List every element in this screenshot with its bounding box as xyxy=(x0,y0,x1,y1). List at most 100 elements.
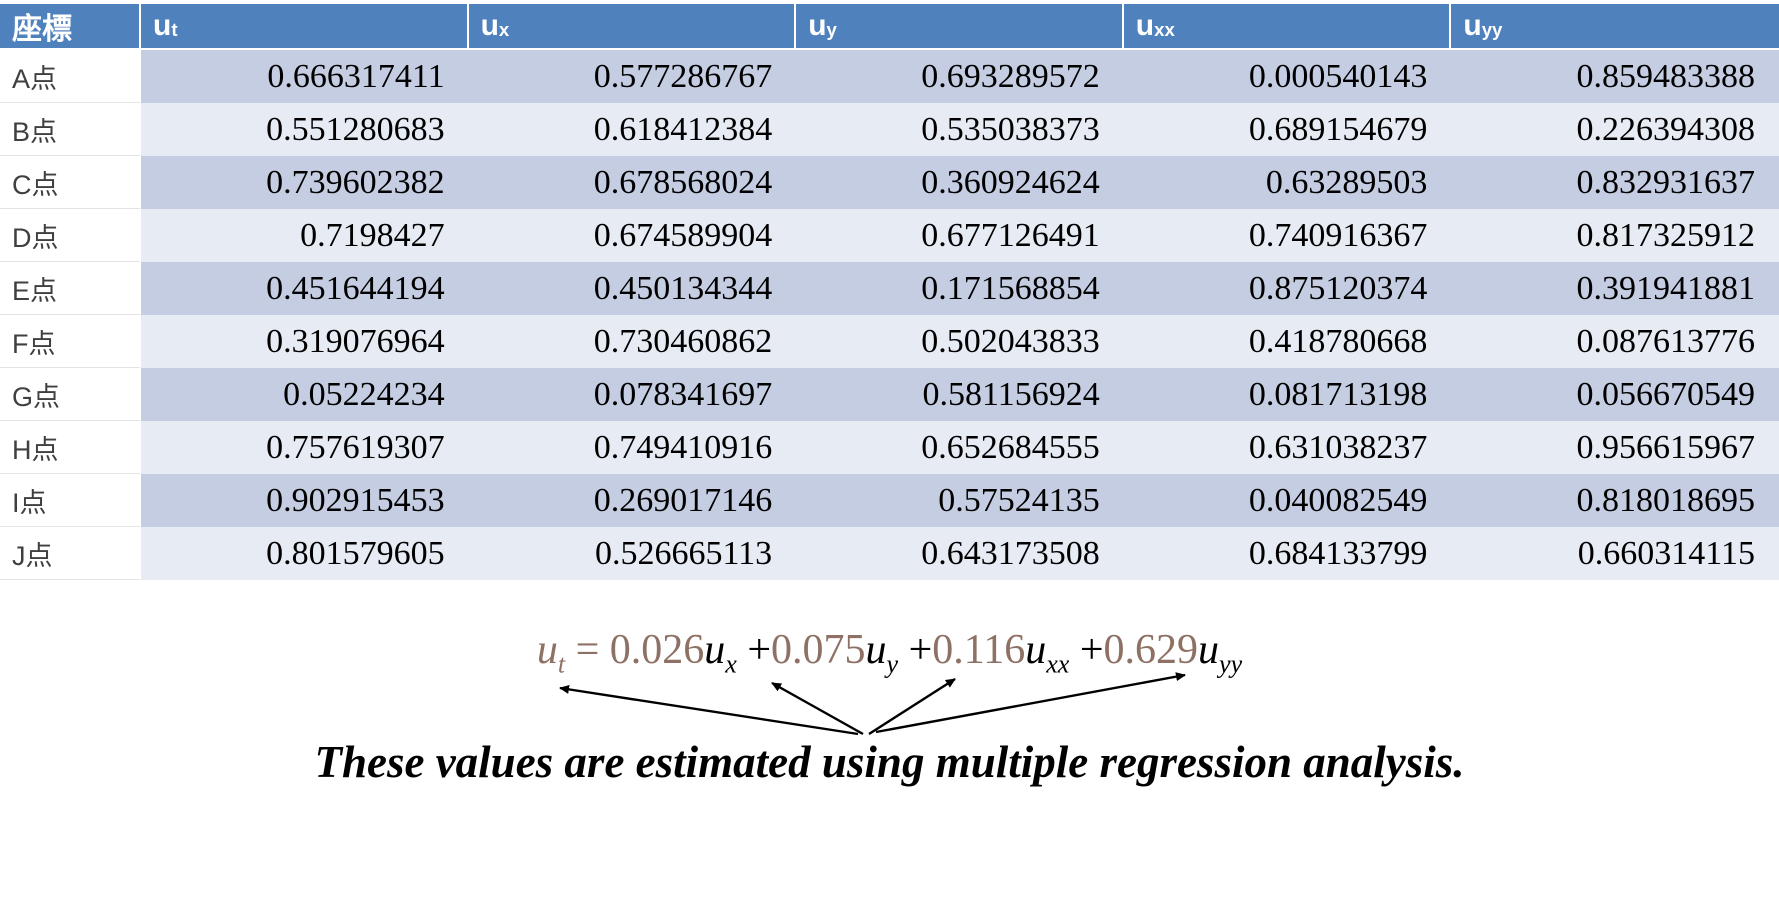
equation-token: 0.026 xyxy=(609,627,705,673)
table-cell: 0.05224234 xyxy=(141,368,469,421)
table-cell: 0.902915453 xyxy=(141,474,469,527)
table-row: D点 0.7198427 0.674589904 0.677126491 0.74091… xyxy=(0,209,1779,262)
table-cell: 0.502043833 xyxy=(796,315,1124,368)
table-cell: 0.749410916 xyxy=(468,421,797,474)
table-cell: 0.081713198 xyxy=(1123,368,1452,421)
table-cell: 0.666317411 xyxy=(141,50,469,103)
table-cell: 0.643173508 xyxy=(796,527,1124,580)
equation-token: + xyxy=(1069,627,1104,673)
data-table: 座標 u t u x u y u xx u yy A点 0.666317411 0.577286767 0… xyxy=(0,4,1779,580)
table-cell: 0.832931637 xyxy=(1451,156,1779,209)
table-cell: 0.319076964 xyxy=(141,315,469,368)
table-cell: 0.000540143 xyxy=(1123,50,1452,103)
row-label: I点 xyxy=(0,474,141,527)
table-cell: 0.551280683 xyxy=(141,103,469,156)
row-label: C点 xyxy=(0,156,141,209)
table-cell: 0.875120374 xyxy=(1123,262,1452,315)
table-row: J点 0.801579605 0.526665113 0.643173508 0.684… xyxy=(0,527,1779,580)
annotation-text: These values are estimated using multipl… xyxy=(314,737,1465,787)
row-label: F点 xyxy=(0,315,141,368)
table-cell: 0.652684555 xyxy=(796,421,1124,474)
equation-token: + xyxy=(736,627,772,673)
table-cell: 0.57524135 xyxy=(796,474,1124,527)
row-label: E点 xyxy=(0,262,141,315)
table-cell: 0.526665113 xyxy=(468,527,797,580)
equation-token: 0.075 xyxy=(771,627,866,673)
equation-token: + xyxy=(898,627,933,673)
table-cell: 0.859483388 xyxy=(1451,50,1779,103)
table-cell: 0.418780668 xyxy=(1123,315,1452,368)
table-cell: 0.581156924 xyxy=(796,368,1124,421)
table-cell: 0.618412384 xyxy=(468,103,797,156)
row-label: D点 xyxy=(0,209,141,262)
table-cell: 0.801579605 xyxy=(141,527,469,580)
table-cell: 0.689154679 xyxy=(1123,103,1452,156)
arrow-to-coefficient-4 xyxy=(875,672,1186,734)
table-cell: 0.451644194 xyxy=(141,262,469,315)
table-row: E点 0.451644194 0.450134344 0.171568854 0.875… xyxy=(0,262,1779,315)
row-label: H点 xyxy=(0,421,141,474)
equation-token: uy xyxy=(865,627,899,679)
table-row: G点 0.05224234 0.078341697 0.581156924 0.0817… xyxy=(0,368,1779,421)
table-cell: 0.450134344 xyxy=(468,262,797,315)
equation-token: uxx xyxy=(1025,627,1070,679)
table-cell: 0.631038237 xyxy=(1123,421,1452,474)
table-cell: 0.577286767 xyxy=(468,50,797,103)
table-cell: 0.674589904 xyxy=(468,209,797,262)
table-row: A点 0.666317411 0.577286767 0.693289572 0.000… xyxy=(0,50,1779,103)
row-label: A点 xyxy=(0,50,141,103)
table-cell: 0.740916367 xyxy=(1123,209,1452,262)
table-row: H点 0.757619307 0.749410916 0.652684555 0.631… xyxy=(0,421,1779,474)
equation-token: 0.116 xyxy=(932,627,1026,673)
table-cell: 0.684133799 xyxy=(1123,527,1452,580)
column-header-coords: 座標 xyxy=(0,4,141,50)
equation-token: 0.629 xyxy=(1103,627,1199,673)
table-cell: 0.226394308 xyxy=(1451,103,1779,156)
table-row: F点 0.319076964 0.730460862 0.502043833 0.418… xyxy=(0,315,1779,368)
equation-token: uyy xyxy=(1198,627,1243,679)
table-cell: 0.078341697 xyxy=(468,368,797,421)
table-cell: 0.7198427 xyxy=(141,209,469,262)
table-cell: 0.171568854 xyxy=(796,262,1124,315)
table-cell: 0.817325912 xyxy=(1451,209,1779,262)
table-header-row: 座標 u t u x u y u xx u yy xyxy=(0,4,1779,50)
arrow-to-coefficient-3 xyxy=(868,677,956,736)
column-header-uxx: u xx xyxy=(1123,4,1452,50)
table-cell: 0.730460862 xyxy=(468,315,797,368)
table-cell: 0.818018695 xyxy=(1451,474,1779,527)
table-cell: 0.678568024 xyxy=(468,156,797,209)
table-cell: 0.040082549 xyxy=(1123,474,1452,527)
table-body: A点 0.666317411 0.577286767 0.693289572 0.000… xyxy=(0,50,1779,580)
table-row: I点 0.902915453 0.269017146 0.57524135 0.0400… xyxy=(0,474,1779,527)
table-cell: 0.360924624 xyxy=(796,156,1124,209)
table-cell: 0.535038373 xyxy=(796,103,1124,156)
table-cell: 0.63289503 xyxy=(1123,156,1452,209)
equation-token: ut xyxy=(536,627,566,679)
table-cell: 0.087613776 xyxy=(1451,315,1779,368)
annotation-arrows xyxy=(559,672,1186,736)
table-cell: 0.269017146 xyxy=(468,474,797,527)
table-cell: 0.391941881 xyxy=(1451,262,1779,315)
arrow-to-coefficient-2 xyxy=(771,681,864,736)
equation-token: = xyxy=(565,627,610,673)
table-cell: 0.956615967 xyxy=(1451,421,1779,474)
table-row: B点 0.551280683 0.618412384 0.535038373 0.689… xyxy=(0,103,1779,156)
column-header-uyy: u yy xyxy=(1451,4,1779,50)
table-cell: 0.693289572 xyxy=(796,50,1124,103)
table-cell: 0.056670549 xyxy=(1451,368,1779,421)
arrow-to-coefficient-1 xyxy=(559,684,859,736)
row-label: G点 xyxy=(0,368,141,421)
table-cell: 0.660314115 xyxy=(1451,527,1779,580)
table-cell: 0.677126491 xyxy=(796,209,1124,262)
regression-equation: ut = 0.026ux +0.075uy +0.116uxx +0.629uy… xyxy=(0,626,1779,679)
row-label: B点 xyxy=(0,103,141,156)
equation-token: ux xyxy=(704,627,737,679)
table-cell: 0.739602382 xyxy=(141,156,469,209)
row-label: J点 xyxy=(0,527,141,580)
table-cell: 0.757619307 xyxy=(141,421,469,474)
table-row: C点 0.739602382 0.678568024 0.360924624 0.632… xyxy=(0,156,1779,209)
